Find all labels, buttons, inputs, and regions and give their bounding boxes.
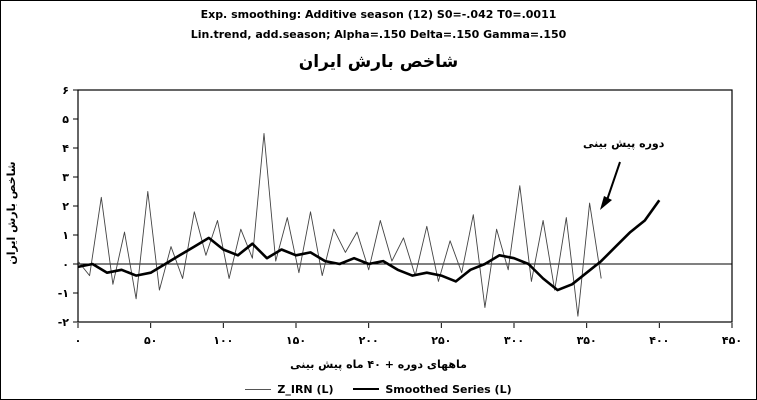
y-tick-label: -۲ [58, 316, 70, 329]
legend-item-smoothed: Smoothed Series (L) [353, 382, 512, 396]
x-tick-label: ۳۵۰ [577, 334, 597, 347]
legend-swatch-z-irn [245, 389, 272, 390]
legend-item-z-irn: Z_IRN (L) [245, 383, 334, 396]
chart-title: شاخص بارش ایران [298, 52, 459, 72]
axes-layer: ۰ ۵۰ ۱۰۰ ۱۵۰ ۲۰۰ ۲۵۰ ۳۰۰ ۳۵۰ ۴۰۰ ۴۵۰ -۲ -۱ ۰ ۱ ۲ ۳ ۴ ۵ ۶ [58, 84, 742, 347]
y-axis-label: شاخص بارش ایران [5, 161, 18, 265]
x-tick-label: ۳۰۰ [504, 334, 524, 347]
y-tick-label: ۳ [62, 171, 69, 184]
annotation-arrow-head [600, 196, 612, 210]
y-tick-label: -۱ [58, 287, 69, 300]
series-line-z-irn [77, 133, 602, 317]
series-line-smoothed [77, 199, 661, 292]
legend-label-smoothed: Smoothed Series (L) [385, 382, 512, 396]
y-tick-label: ۵ [62, 113, 69, 126]
x-tick-label: ۴۵۰ [722, 334, 742, 347]
x-tick-label: ۴۰۰ [649, 334, 669, 347]
x-tick-label: ۰ [75, 334, 82, 347]
y-tick-label: ۱ [62, 229, 69, 242]
forecast-annotation: دوره پیش بینی [583, 137, 665, 150]
y-tick-label: ۴ [62, 142, 69, 155]
y-tick-label: ۲ [62, 200, 69, 213]
y-tick-label: ۰ [62, 258, 69, 271]
x-tick-label: ۱۰۰ [213, 334, 233, 347]
x-axis-label: ماههای دوره + ۴۰ ماه پیش بینی [290, 358, 467, 371]
chart-title-line-2: Lin.trend, add.season; Alpha=.150 Delta=… [190, 28, 567, 41]
x-tick-label: ۲۵۰ [431, 334, 451, 347]
x-tick-label: ۱۵۰ [286, 334, 306, 347]
legend: Z_IRN (L) Smoothed Series (L) [0, 380, 757, 396]
annotation-arrow [605, 161, 621, 204]
y-tick-label: ۶ [62, 84, 69, 97]
x-tick-label: ۵۰ [144, 334, 157, 347]
x-tick-label: ۲۰۰ [359, 334, 379, 347]
legend-label-z-irn: Z_IRN (L) [277, 383, 334, 396]
legend-swatch-smoothed [353, 388, 380, 390]
series-layer [77, 133, 661, 317]
plot-area-border [77, 89, 733, 323]
chart-title-line-1: Exp. smoothing: Additive season (12) S0=… [200, 8, 557, 21]
